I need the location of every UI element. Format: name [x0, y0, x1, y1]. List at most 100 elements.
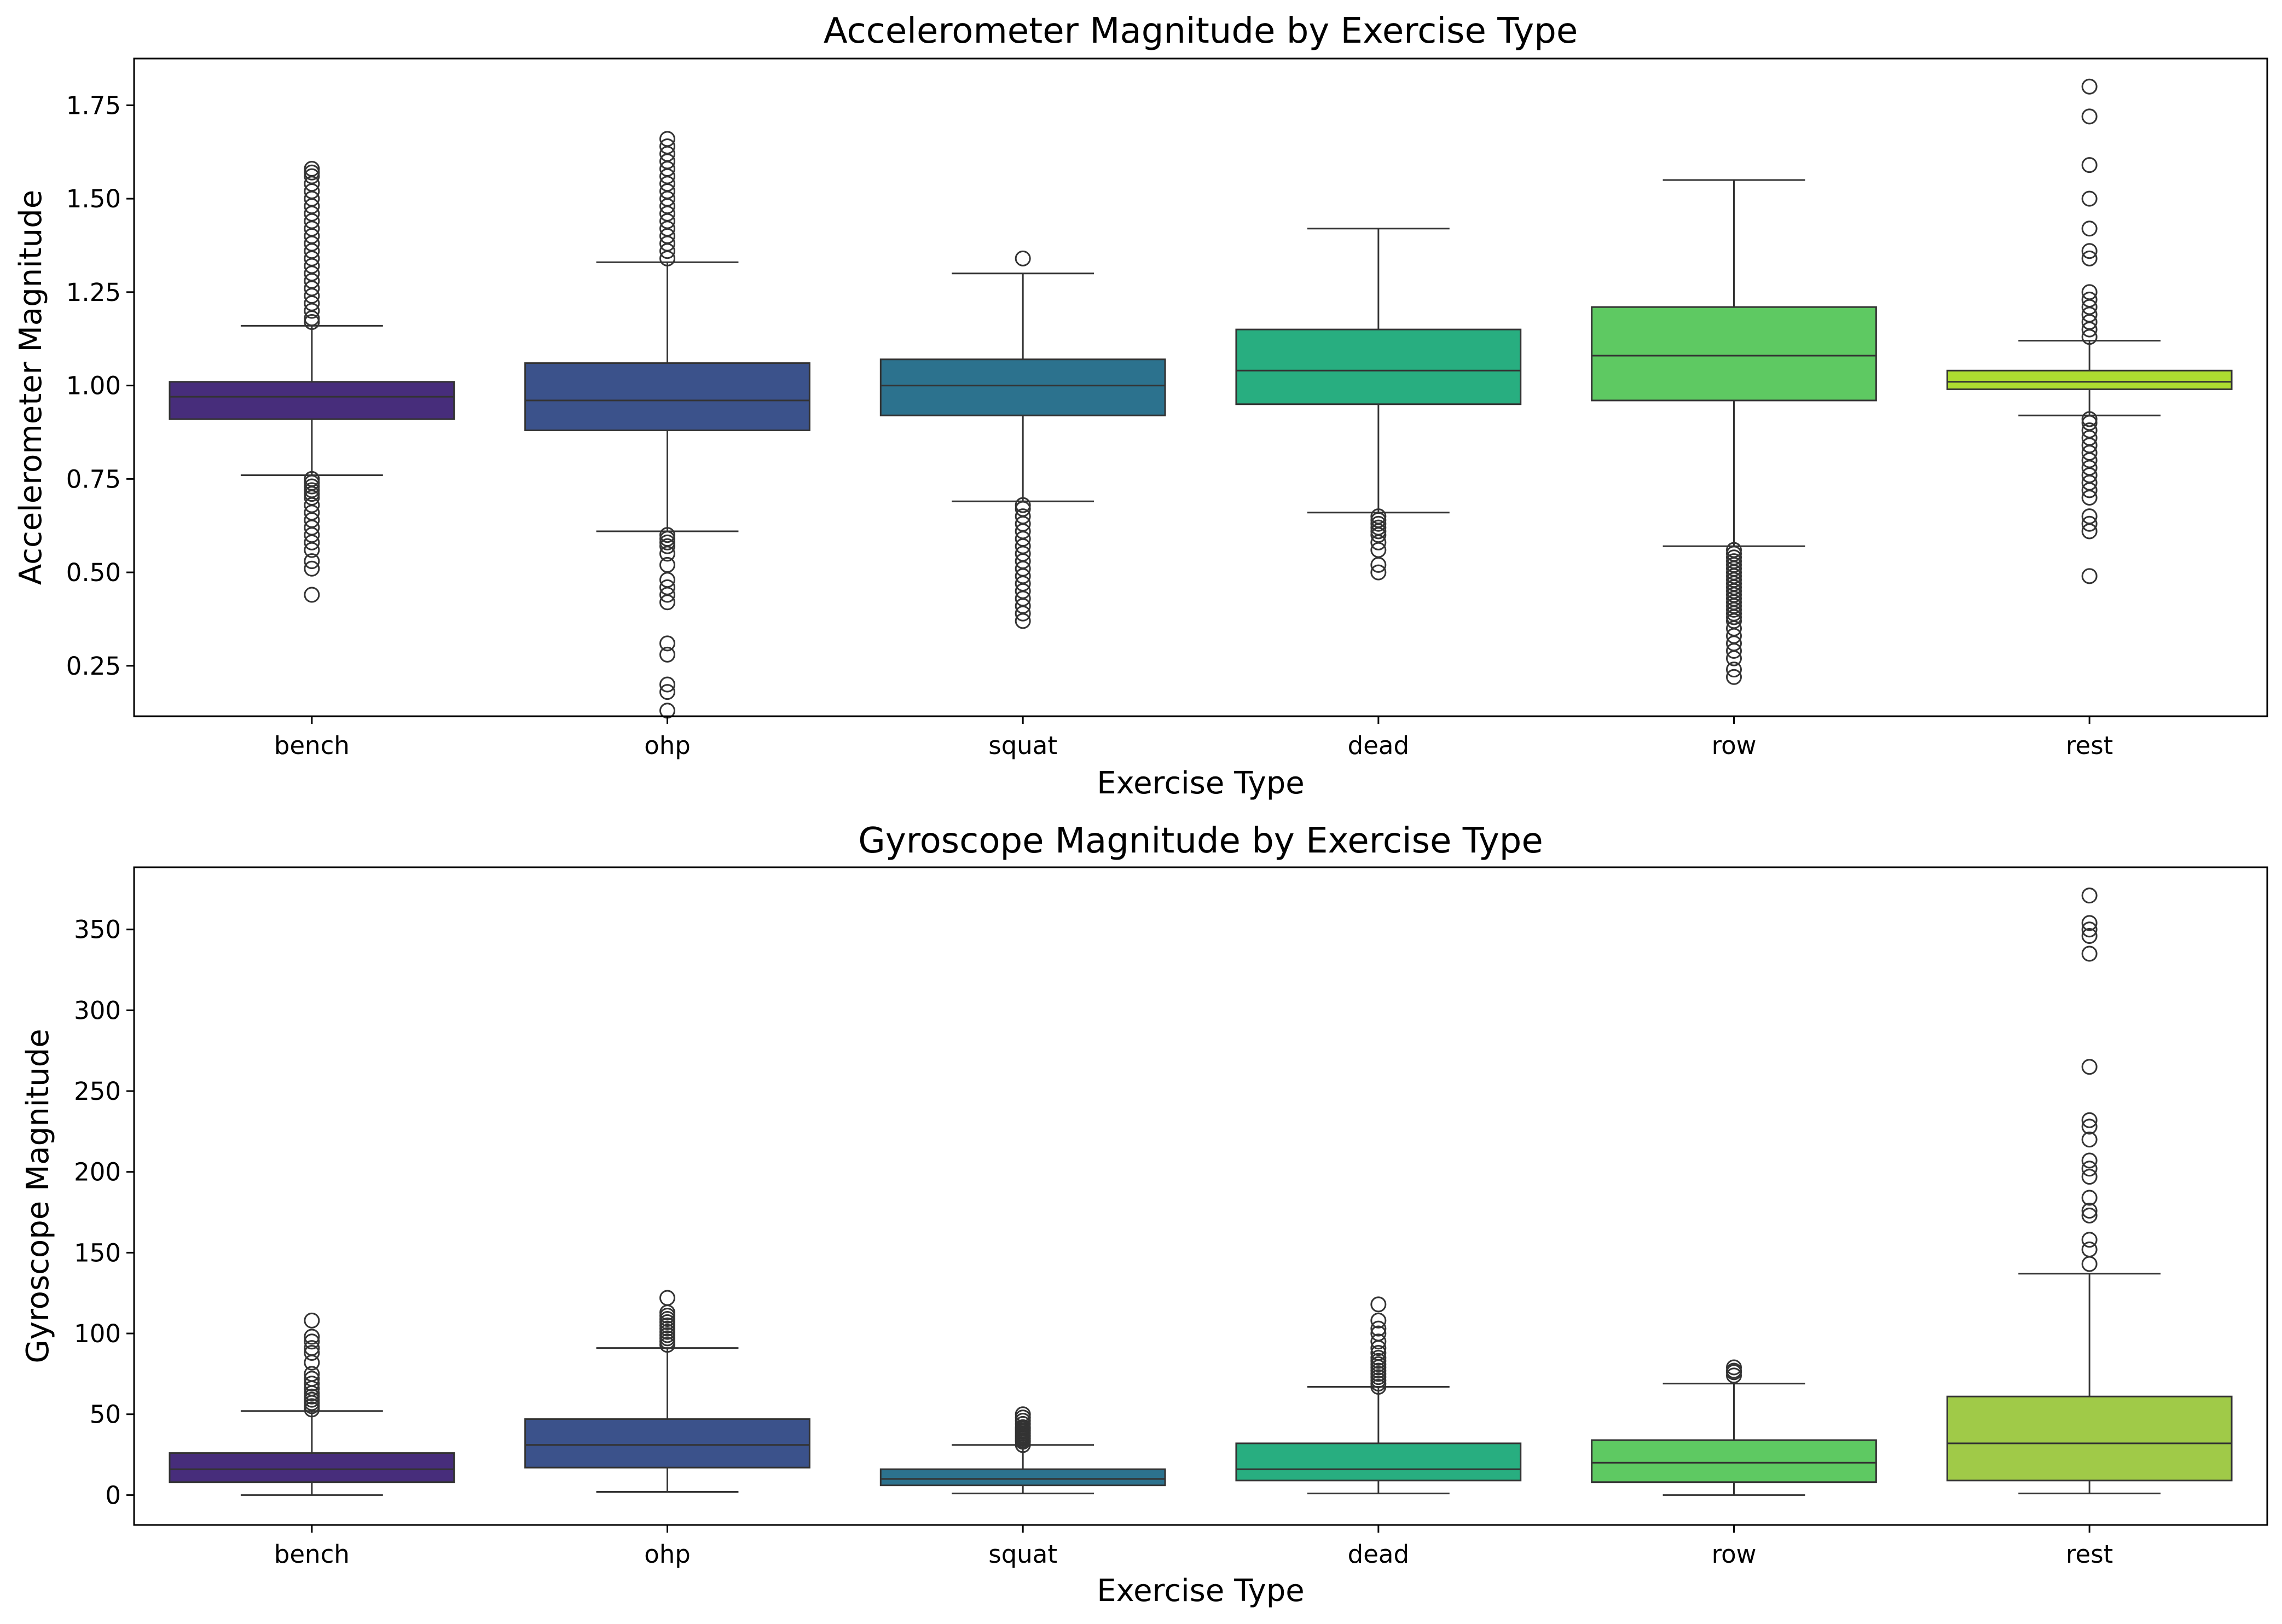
box-group-squat [879, 1406, 1166, 1494]
x-tick-label: dead [1348, 1540, 1409, 1569]
outlier-point [2081, 243, 2098, 259]
outlier-point [304, 160, 320, 177]
x-tick-label: row [1712, 1540, 1757, 1569]
outlier-point [2081, 1203, 2098, 1219]
y-tick-label: 1.00 [66, 372, 121, 401]
outlier-point [304, 1340, 320, 1356]
outlier-point [2081, 888, 2098, 904]
outlier-point [304, 314, 320, 330]
outlier-point [304, 560, 320, 577]
outlier-point [1370, 1320, 1387, 1337]
outlier-point [2081, 250, 2098, 266]
outlier-point [1015, 508, 1031, 525]
accelerometer-panel: Accelerometer Magnitude by Exercise Type… [13, 11, 2268, 801]
outlier-point [2081, 928, 2098, 944]
outlier-point [2081, 946, 2098, 962]
outlier-point [304, 1329, 320, 1345]
outlier-point [304, 587, 320, 603]
outlier-point [1370, 1296, 1387, 1313]
outlier-point [2081, 157, 2098, 173]
outlier-point [2081, 1190, 2098, 1206]
box-iqr [879, 358, 1166, 416]
outlier-point [2081, 190, 2098, 207]
gyroscope-plot-area [169, 888, 2233, 1496]
outlier-point [1726, 669, 1742, 685]
box-iqr [1591, 306, 1877, 402]
outlier-point [659, 684, 675, 700]
outlier-point [1370, 515, 1387, 532]
box-iqr [1591, 1439, 1877, 1483]
outlier-point [659, 534, 675, 550]
y-tick-label: 0.25 [66, 652, 121, 681]
outlier-point [659, 676, 675, 693]
box-group-row [1591, 179, 1877, 685]
outlier-point [1370, 1344, 1387, 1361]
outlier-point [2081, 915, 2098, 931]
outlier-point [304, 1312, 320, 1329]
outlier-point [1370, 512, 1387, 528]
x-tick-label: bench [274, 1540, 350, 1569]
box-group-bench [169, 1312, 455, 1496]
outlier-point [304, 553, 320, 570]
y-axis-label: Accelerometer Magnitude [13, 190, 49, 585]
x-axis-label: Exercise Type [1097, 765, 1304, 801]
outlier-point [1726, 662, 1742, 678]
outlier-point [2081, 1152, 2098, 1169]
outlier-point [304, 478, 320, 495]
outlier-point [2081, 108, 2098, 125]
x-tick-label: squat [988, 1540, 1057, 1569]
x-tick-label: squat [988, 731, 1057, 760]
outlier-point [2081, 221, 2098, 237]
box-group-rest [1946, 78, 2233, 584]
outlier-point [1726, 546, 1742, 562]
x-axis-label: Exercise Type [1097, 1573, 1304, 1609]
outlier-point [2081, 1161, 2098, 1177]
outlier-point [659, 556, 675, 573]
x-tick-label: dead [1348, 731, 1409, 760]
y-tick-label: 150 [74, 1238, 121, 1267]
x-tick-label: rest [2066, 731, 2113, 760]
outlier-point [659, 138, 675, 154]
outlier-point [304, 1376, 320, 1392]
outlier-point [2081, 1241, 2098, 1257]
y-tick-label: 1.50 [66, 184, 121, 213]
outlier-point [304, 1371, 320, 1387]
outlier-point [2081, 568, 2098, 584]
box-group-ohp [524, 131, 810, 719]
outlier-point [1370, 508, 1387, 525]
chart-title: Accelerometer Magnitude by Exercise Type [824, 11, 1578, 51]
y-tick-label: 300 [74, 996, 121, 1025]
outlier-point [2081, 508, 2098, 525]
outlier-point [304, 164, 320, 181]
box-iqr [879, 1468, 1166, 1487]
y-tick-label: 0 [105, 1481, 121, 1510]
outlier-point [304, 168, 320, 184]
box-group-ohp [524, 1290, 810, 1493]
outlier-point [659, 538, 675, 554]
outlier-point [659, 635, 675, 652]
outlier-point [1015, 250, 1031, 266]
outlier-point [1726, 549, 1742, 566]
outlier-point [2081, 415, 2098, 431]
outlier-point [1015, 497, 1031, 513]
outlier-point [2081, 515, 2098, 532]
accelerometer-plot-area [169, 78, 2233, 719]
gyroscope-y-ticks: 0 50 100 150 200 250 300 350 [74, 915, 134, 1510]
gyroscope-axes-frame [133, 866, 2268, 1526]
outlier-point [2081, 1132, 2098, 1148]
outlier-point [659, 131, 675, 147]
y-tick-label: 0.50 [66, 558, 121, 587]
box-iqr [524, 362, 810, 432]
gyroscope-panel: Gyroscope Magnitude by Exercise Type 0 50… [20, 821, 2268, 1609]
outlier-point [659, 531, 675, 547]
outlier-point [1015, 501, 1031, 517]
outlier-point [2081, 411, 2098, 427]
outlier-point [2081, 1112, 2098, 1128]
outlier-point [1370, 1333, 1387, 1350]
outlier-point [1370, 1349, 1387, 1366]
box-group-dead [1235, 1296, 1522, 1494]
box-group-dead [1235, 228, 1522, 581]
outlier-point [1726, 553, 1742, 570]
